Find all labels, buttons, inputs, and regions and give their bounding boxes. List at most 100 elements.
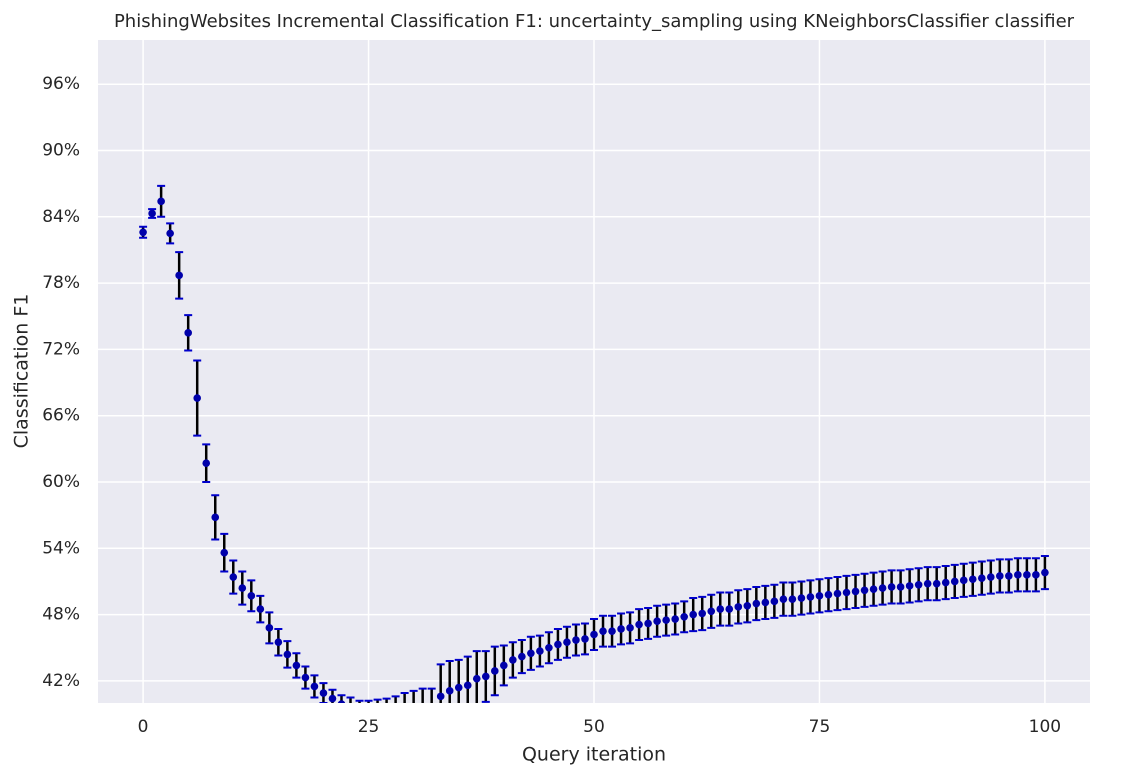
error-cap (716, 591, 725, 627)
point (959, 576, 968, 585)
point (563, 638, 571, 647)
x-tick-label: 25 (358, 717, 380, 737)
error-cap (1013, 557, 1022, 593)
error-cap (815, 578, 824, 614)
point (256, 605, 265, 613)
point (463, 681, 472, 690)
error-cap (833, 576, 842, 612)
error-cap (914, 567, 923, 603)
error-cap (580, 622, 589, 656)
error-cap (680, 600, 689, 634)
y-tick-label: 78% (42, 273, 80, 293)
point (500, 661, 508, 670)
point (401, 711, 409, 719)
point (310, 682, 319, 691)
error-cap (797, 580, 806, 616)
error-cap (427, 687, 436, 690)
point (626, 624, 634, 632)
point (734, 603, 743, 611)
error-cap (481, 650, 490, 703)
point (139, 228, 147, 237)
error-cap (490, 645, 499, 697)
y-axis-label: Classification F1 (11, 294, 33, 449)
error-cap (382, 697, 391, 700)
error-cap (229, 559, 238, 595)
error-cap (707, 593, 716, 629)
error-cap (508, 641, 517, 679)
point (328, 694, 337, 703)
error-cap (617, 612, 626, 646)
error-cap (968, 561, 977, 597)
error-cap (896, 569, 905, 605)
point (1032, 571, 1040, 579)
error-cap (283, 640, 292, 669)
point (445, 687, 454, 695)
point (202, 459, 211, 468)
error-cap (905, 568, 914, 604)
error-cap (860, 572, 869, 608)
error-cap (472, 650, 481, 653)
point (887, 583, 896, 591)
error-cap (175, 251, 184, 300)
error-cap (220, 532, 229, 573)
point (337, 700, 346, 703)
error-cap (265, 611, 274, 645)
x-tick-label: 0 (138, 717, 149, 737)
y-tick-label: 96% (42, 74, 80, 94)
point (689, 610, 697, 619)
point (923, 579, 932, 588)
point (428, 710, 436, 718)
error-cap (562, 625, 571, 659)
point (743, 601, 752, 610)
point (472, 674, 481, 683)
error-cap (571, 623, 580, 657)
point (752, 599, 761, 608)
point (950, 577, 959, 586)
point (229, 573, 238, 581)
point (1041, 568, 1049, 577)
point (238, 584, 247, 592)
point (274, 638, 283, 647)
error-cap (139, 225, 148, 239)
error-cap (752, 585, 761, 622)
point (905, 582, 914, 590)
error-cap (878, 570, 887, 606)
error-cap (743, 588, 752, 624)
error-cap (517, 639, 526, 675)
error-cap (689, 597, 698, 633)
error-cap (959, 562, 968, 598)
point (725, 605, 734, 613)
error-cap (211, 494, 220, 541)
point (653, 617, 661, 626)
point (680, 613, 688, 621)
error-cap (941, 564, 950, 601)
point (761, 598, 770, 607)
point (1005, 572, 1013, 580)
point (175, 271, 183, 280)
error-cap (662, 603, 671, 637)
point (419, 710, 427, 718)
error-cap (292, 652, 301, 679)
y-tick-label: 60% (42, 472, 80, 492)
point (932, 579, 941, 588)
error-cap (698, 595, 707, 632)
error-cap (184, 314, 193, 352)
error-cap (328, 688, 337, 691)
point (319, 689, 328, 697)
point (184, 329, 192, 337)
error-cap (626, 611, 635, 645)
error-cap (301, 665, 310, 690)
error-cap (923, 566, 932, 602)
point (148, 209, 156, 218)
error-cap (364, 699, 373, 702)
point (265, 624, 274, 632)
error-cap (166, 222, 175, 245)
error-cap (319, 682, 328, 703)
error-cap (1031, 557, 1040, 593)
y-tick-label: 72% (42, 339, 80, 359)
point (797, 594, 806, 602)
error-cap (770, 583, 779, 619)
grid (98, 40, 1090, 703)
point (599, 627, 607, 635)
point (914, 580, 923, 589)
